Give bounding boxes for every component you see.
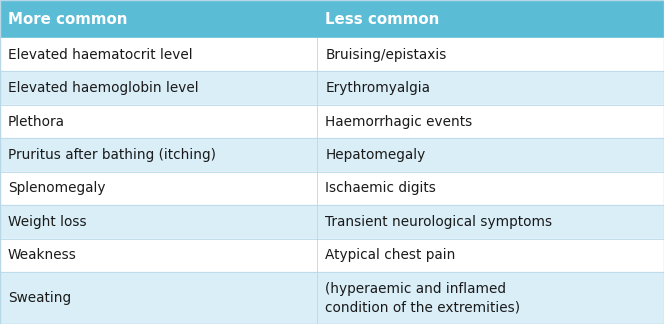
Bar xyxy=(0,0,664,38)
Text: Sweating: Sweating xyxy=(8,291,71,305)
Text: Haemorrhagic events: Haemorrhagic events xyxy=(325,115,473,129)
Text: Atypical chest pain: Atypical chest pain xyxy=(325,248,456,262)
Bar xyxy=(0,272,664,324)
Text: Ischaemic digits: Ischaemic digits xyxy=(325,181,436,195)
Text: Erythromyalgia: Erythromyalgia xyxy=(325,81,430,95)
Bar xyxy=(0,172,664,205)
Text: Weakness: Weakness xyxy=(8,248,77,262)
Bar xyxy=(0,105,664,138)
Text: Pruritus after bathing (itching): Pruritus after bathing (itching) xyxy=(8,148,216,162)
Bar xyxy=(0,205,664,238)
Text: Plethora: Plethora xyxy=(8,115,65,129)
Text: (hyperaemic and inflamed
condition of the extremities): (hyperaemic and inflamed condition of th… xyxy=(325,282,521,314)
Bar xyxy=(0,38,664,71)
Bar xyxy=(0,238,664,272)
Text: Transient neurological symptoms: Transient neurological symptoms xyxy=(325,215,552,229)
Bar xyxy=(0,138,664,172)
Text: Elevated haemoglobin level: Elevated haemoglobin level xyxy=(8,81,199,95)
Text: Hepatomegaly: Hepatomegaly xyxy=(325,148,426,162)
Text: Less common: Less common xyxy=(325,11,440,27)
Text: Splenomegaly: Splenomegaly xyxy=(8,181,106,195)
Bar xyxy=(0,71,664,105)
Text: Elevated haematocrit level: Elevated haematocrit level xyxy=(8,48,193,62)
Text: More common: More common xyxy=(8,11,127,27)
Text: Bruising/epistaxis: Bruising/epistaxis xyxy=(325,48,447,62)
Text: Weight loss: Weight loss xyxy=(8,215,86,229)
